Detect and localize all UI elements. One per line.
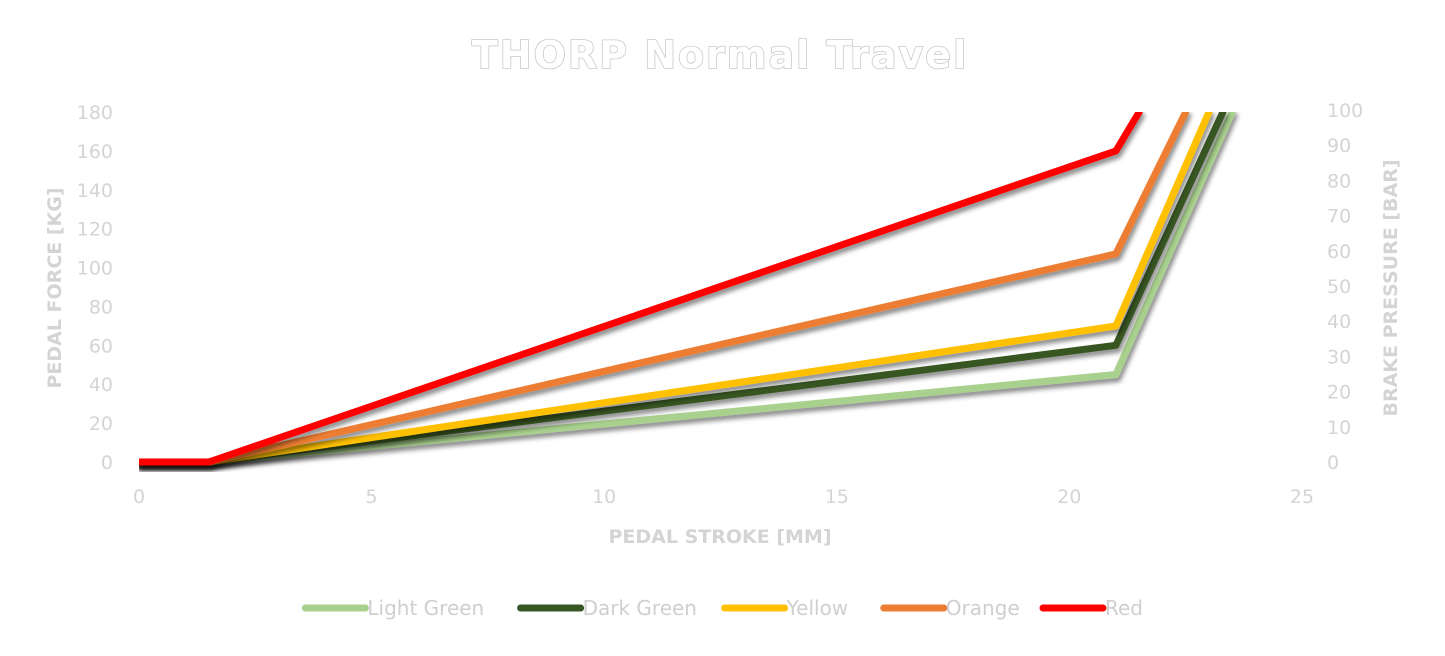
y-tick-label: 120 xyxy=(77,219,113,241)
y-tick-label: 20 xyxy=(89,413,113,435)
legend-label-orange: Orange xyxy=(946,596,1020,620)
y-tick-label: 60 xyxy=(89,335,113,357)
series-line-orange xyxy=(139,112,1190,466)
y2-axis-title: BRAKE PRESSURE [BAR] xyxy=(1380,159,1402,416)
y-tick-label: 180 xyxy=(77,102,113,124)
legend-label-dark-green: Dark Green xyxy=(583,596,697,620)
y2-tick-label: 10 xyxy=(1327,417,1351,439)
y-tick-label: 40 xyxy=(89,374,113,396)
x-tick-label: 10 xyxy=(592,486,616,508)
y-tick-label: 100 xyxy=(77,258,113,280)
x-tick-label: 15 xyxy=(825,486,849,508)
y-tick-label: 140 xyxy=(77,180,113,202)
series-line-red xyxy=(139,112,1143,466)
chart-title: THORP Normal Travel xyxy=(472,33,968,77)
x-tick-label: 20 xyxy=(1057,486,1081,508)
x-tick-label: 0 xyxy=(133,486,145,508)
y2-tick-label: 0 xyxy=(1327,452,1339,474)
y2-tick-label: 50 xyxy=(1327,276,1351,298)
y-axis-ticks: 0 20 40 60 80 100 120 140 160 180 xyxy=(77,102,113,474)
y2-tick-label: 80 xyxy=(1327,170,1351,192)
y2-axis-ticks: 0 10 20 30 40 50 60 70 80 90 100 xyxy=(1327,100,1363,474)
series-line-yellow xyxy=(139,112,1213,466)
y2-tick-label: 20 xyxy=(1327,382,1351,404)
y-tick-label: 80 xyxy=(89,296,113,318)
series-line-dark-green xyxy=(139,112,1227,466)
x-tick-label: 25 xyxy=(1290,486,1314,508)
y2-tick-label: 70 xyxy=(1327,206,1351,228)
legend-label-light-green: Light Green xyxy=(367,596,484,620)
y2-tick-label: 100 xyxy=(1327,100,1363,122)
y2-tick-label: 60 xyxy=(1327,241,1351,263)
y-tick-label: 0 xyxy=(101,452,113,474)
x-axis-title: PEDAL STROKE [MM] xyxy=(608,526,831,548)
y2-tick-label: 40 xyxy=(1327,311,1351,333)
legend-label-yellow: Yellow xyxy=(786,596,849,620)
legend-label-red: Red xyxy=(1105,596,1143,620)
series-lines xyxy=(139,112,1236,466)
legend: Light Green Dark Green Yellow Orange Red xyxy=(301,596,1143,620)
y-tick-label: 160 xyxy=(77,141,113,163)
y-axis-title: PEDAL FORCE [KG] xyxy=(44,187,66,388)
y2-tick-label: 30 xyxy=(1327,346,1351,368)
y2-tick-label: 90 xyxy=(1327,135,1351,157)
x-axis-ticks: 0 5 10 15 20 25 xyxy=(133,486,1314,508)
x-tick-label: 5 xyxy=(366,486,378,508)
